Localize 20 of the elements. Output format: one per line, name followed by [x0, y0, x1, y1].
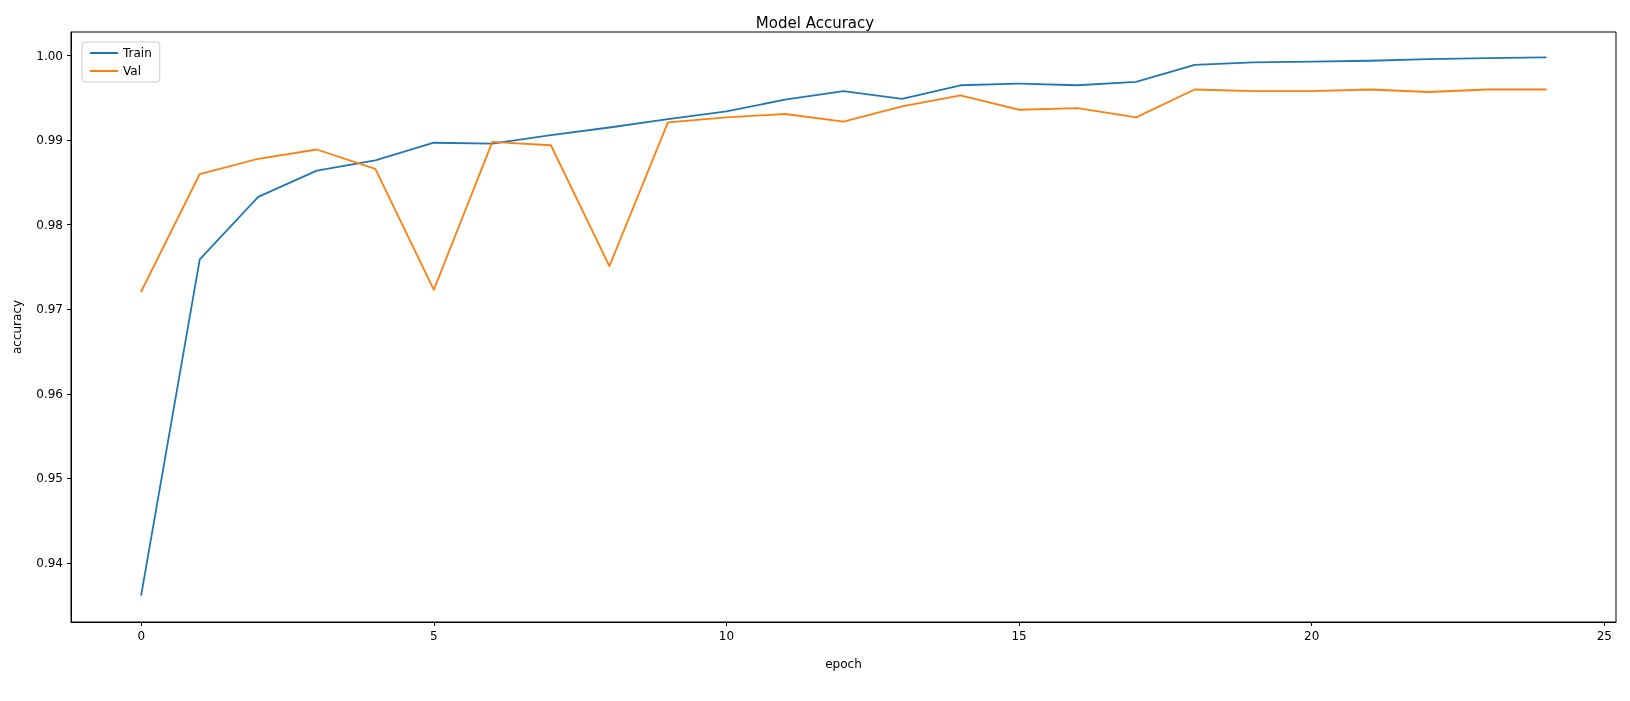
chart-title: Model Accuracy [755, 13, 875, 32]
x-tick-label: 5 [430, 629, 438, 643]
x-tick-label: 15 [1011, 629, 1027, 643]
y-tick-label: 0.98 [36, 217, 63, 232]
x-tick-label: 10 [718, 629, 735, 643]
line-series [140, 88, 1547, 293]
y-tick-label: 0.94 [36, 555, 63, 570]
y-tick-label: 0.96 [36, 386, 63, 401]
y-tick-label: 1.00 [36, 48, 63, 63]
y-tick-label: 0.95 [36, 471, 63, 486]
x-axis-title: epoch [825, 657, 862, 671]
legend-label: Train [122, 46, 152, 60]
y-tick-label: 0.99 [36, 133, 63, 148]
legend-label: Val [123, 64, 141, 78]
y-axis-title: accuracy [10, 299, 24, 355]
x-tick-label: 0 [137, 629, 146, 643]
x-tick-label: 20 [1304, 629, 1320, 643]
line-series [140, 56, 1547, 596]
y-tick-label: 0.97 [36, 302, 63, 317]
x-tick-label: 25 [1596, 629, 1612, 643]
